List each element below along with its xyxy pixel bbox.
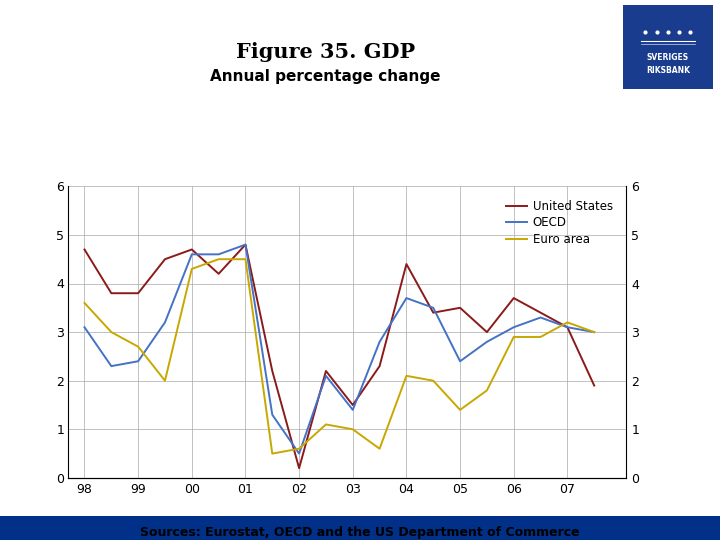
OECD — [482, 339, 491, 345]
United States — [510, 295, 518, 301]
Euro area — [482, 387, 491, 394]
Text: Sources: Eurostat, OECD and the US Department of Commerce: Sources: Eurostat, OECD and the US Depar… — [140, 526, 580, 539]
United States — [563, 324, 572, 330]
Euro area — [348, 426, 357, 433]
OECD — [241, 241, 250, 248]
OECD — [536, 314, 545, 321]
Text: RIKSBANK: RIKSBANK — [646, 66, 690, 75]
United States — [590, 382, 598, 389]
Euro area — [510, 334, 518, 340]
OECD — [268, 411, 276, 418]
OECD — [456, 358, 464, 365]
United States — [161, 256, 169, 262]
Euro area — [187, 266, 196, 272]
United States — [375, 363, 384, 369]
United States — [241, 241, 250, 248]
Legend: United States, OECD, Euro area: United States, OECD, Euro area — [501, 195, 618, 251]
Line: United States: United States — [84, 245, 594, 468]
Euro area — [161, 377, 169, 384]
Text: Figure 35. GDP: Figure 35. GDP — [235, 42, 415, 62]
Text: SVERIGES: SVERIGES — [647, 53, 689, 62]
United States — [294, 465, 303, 471]
OECD — [294, 450, 303, 457]
United States — [456, 305, 464, 311]
OECD — [510, 324, 518, 330]
United States — [215, 271, 223, 277]
Euro area — [322, 421, 330, 428]
OECD — [590, 329, 598, 335]
United States — [187, 246, 196, 253]
United States — [429, 309, 438, 316]
Euro area — [80, 300, 89, 306]
OECD — [348, 407, 357, 413]
Euro area — [456, 407, 464, 413]
Euro area — [134, 343, 143, 350]
Line: OECD: OECD — [84, 245, 594, 454]
OECD — [187, 251, 196, 258]
Euro area — [215, 256, 223, 262]
United States — [402, 261, 410, 267]
Euro area — [107, 329, 116, 335]
United States — [268, 368, 276, 374]
United States — [322, 368, 330, 374]
Euro area — [294, 446, 303, 452]
OECD — [375, 339, 384, 345]
OECD — [402, 295, 410, 301]
OECD — [80, 324, 89, 330]
OECD — [429, 305, 438, 311]
Euro area — [590, 329, 598, 335]
Line: Euro area: Euro area — [84, 259, 594, 454]
OECD — [161, 319, 169, 326]
Text: Annual percentage change: Annual percentage change — [210, 69, 441, 84]
United States — [482, 329, 491, 335]
United States — [348, 402, 357, 408]
United States — [134, 290, 143, 296]
Euro area — [375, 446, 384, 452]
OECD — [107, 363, 116, 369]
United States — [80, 246, 89, 253]
Euro area — [241, 256, 250, 262]
OECD — [563, 324, 572, 330]
Euro area — [429, 377, 438, 384]
OECD — [215, 251, 223, 258]
United States — [107, 290, 116, 296]
Euro area — [402, 373, 410, 379]
Euro area — [268, 450, 276, 457]
OECD — [322, 373, 330, 379]
OECD — [134, 358, 143, 365]
Euro area — [536, 334, 545, 340]
United States — [536, 309, 545, 316]
Euro area — [563, 319, 572, 326]
